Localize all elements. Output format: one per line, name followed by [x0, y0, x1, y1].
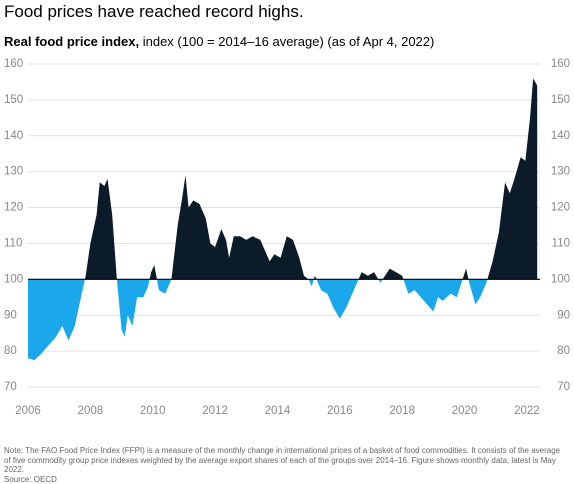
x-tick-label: 2022	[514, 405, 540, 417]
y2-tick-label: 140	[551, 130, 570, 142]
x-tick-label: 2006	[15, 405, 41, 417]
x-tick-label: 2018	[389, 405, 415, 417]
y-tick-label: 120	[4, 202, 23, 214]
y-tick-label: 100	[4, 273, 23, 285]
y-tick-label: 80	[4, 345, 17, 357]
area	[28, 78, 537, 360]
chart: 70 80 90 100 110 120 130 140 150 160 70 80 90 100 110 1…	[0, 0, 574, 440]
x-tick-label: 2014	[265, 405, 291, 417]
note: Note: The FAO Food Price Index (FFPI) is…	[4, 446, 564, 475]
y2-tick-label: 90	[557, 309, 570, 321]
y-tick-label: 160	[4, 58, 23, 70]
y2-tick-label: 160	[551, 58, 570, 70]
y-tick-label: 90	[4, 309, 17, 321]
y2-tick-label: 110	[552, 237, 570, 249]
y2-tick-label: 100	[551, 273, 570, 285]
x-tick-label: 2010	[140, 405, 166, 417]
y2-tick-label: 150	[551, 94, 570, 106]
y2-tick-label: 120	[551, 202, 570, 214]
y2-tick-label: 130	[551, 166, 570, 178]
y-tick-label: 130	[4, 166, 23, 178]
x-tick-label: 2016	[327, 405, 353, 417]
x-tick-label: 2008	[78, 405, 104, 417]
y-tick-label: 140	[4, 130, 23, 142]
x-tick-label: 2020	[452, 405, 478, 417]
y-tick-label: 110	[4, 237, 22, 249]
source: Source: OECD	[4, 475, 564, 484]
y-tick-label: 150	[4, 94, 23, 106]
y2-tick-label: 70	[557, 381, 570, 393]
y2-tick-label: 80	[557, 345, 570, 357]
y-tick-label: 70	[4, 381, 17, 393]
note-block: Note: The FAO Food Price Index (FFPI) is…	[4, 446, 564, 484]
x-tick-label: 2012	[202, 405, 228, 417]
